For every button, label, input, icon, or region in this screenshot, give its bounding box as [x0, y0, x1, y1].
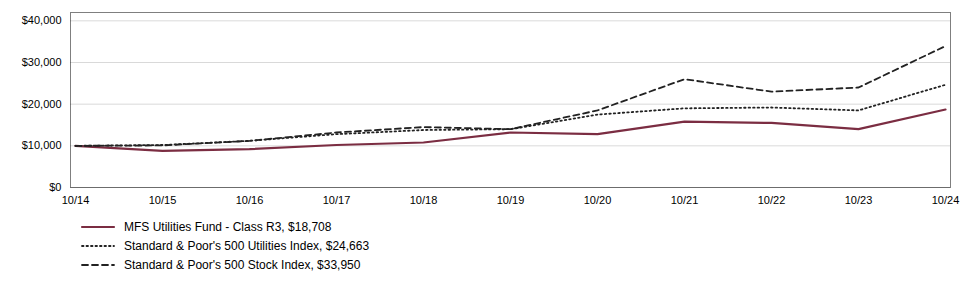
- svg-text:10/23: 10/23: [845, 194, 873, 206]
- svg-text:10/17: 10/17: [323, 194, 351, 206]
- svg-text:$40,000: $40,000: [22, 14, 62, 26]
- svg-text:10/18: 10/18: [410, 194, 438, 206]
- html-text:MFS Utilities Fund - Class R3,: MFS Utilities Fund - Class R3, $18,708: [124, 219, 332, 234]
- html-text:Standard & Poor's 500 Utilitie: Standard & Poor's 500 Utilities Index, $…: [124, 238, 370, 253]
- html-text:Standard & Poor's 500 Stock In: Standard & Poor's 500 Stock Index, $33,9…: [124, 257, 361, 272]
- svg-text:$10,000: $10,000: [22, 139, 62, 151]
- svg-text:10/20: 10/20: [584, 194, 612, 206]
- svg-text:10/15: 10/15: [149, 194, 177, 206]
- svg-text:10/16: 10/16: [236, 194, 264, 206]
- svg-text:$20,000: $20,000: [22, 98, 62, 110]
- svg-text:10/21: 10/21: [671, 194, 699, 206]
- svg-text:10/14: 10/14: [62, 194, 90, 206]
- svg-text:10/22: 10/22: [758, 194, 786, 206]
- svg-text:$30,000: $30,000: [22, 56, 62, 68]
- svg-text:$0: $0: [49, 181, 61, 193]
- svg-text:10/19: 10/19: [497, 194, 525, 206]
- svg-text:10/24: 10/24: [932, 194, 960, 206]
